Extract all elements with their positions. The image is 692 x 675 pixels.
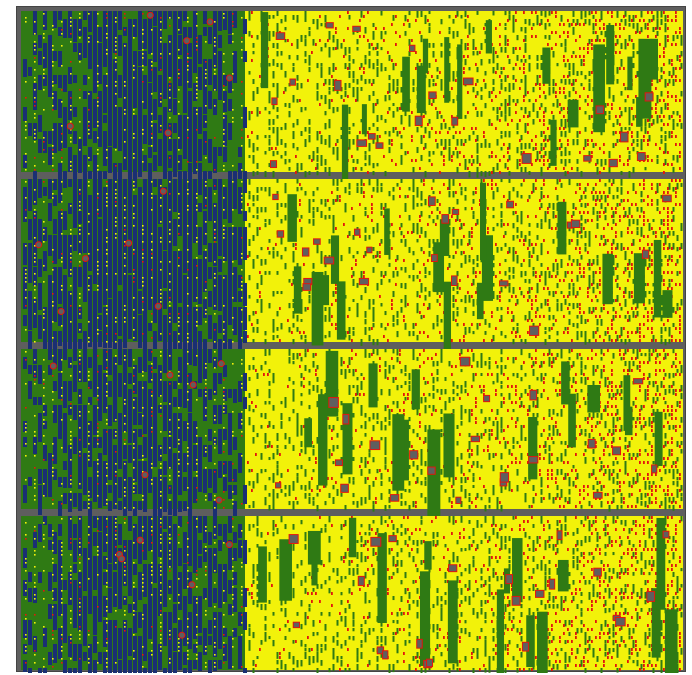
plot-3 [21, 349, 683, 520]
plot-4 [21, 516, 683, 673]
plot-2 [21, 179, 683, 358]
field-vigor-map-frame [16, 6, 686, 673]
field-vigor-map [21, 11, 683, 673]
plot-1 [21, 11, 683, 190]
right-section [245, 11, 683, 172]
